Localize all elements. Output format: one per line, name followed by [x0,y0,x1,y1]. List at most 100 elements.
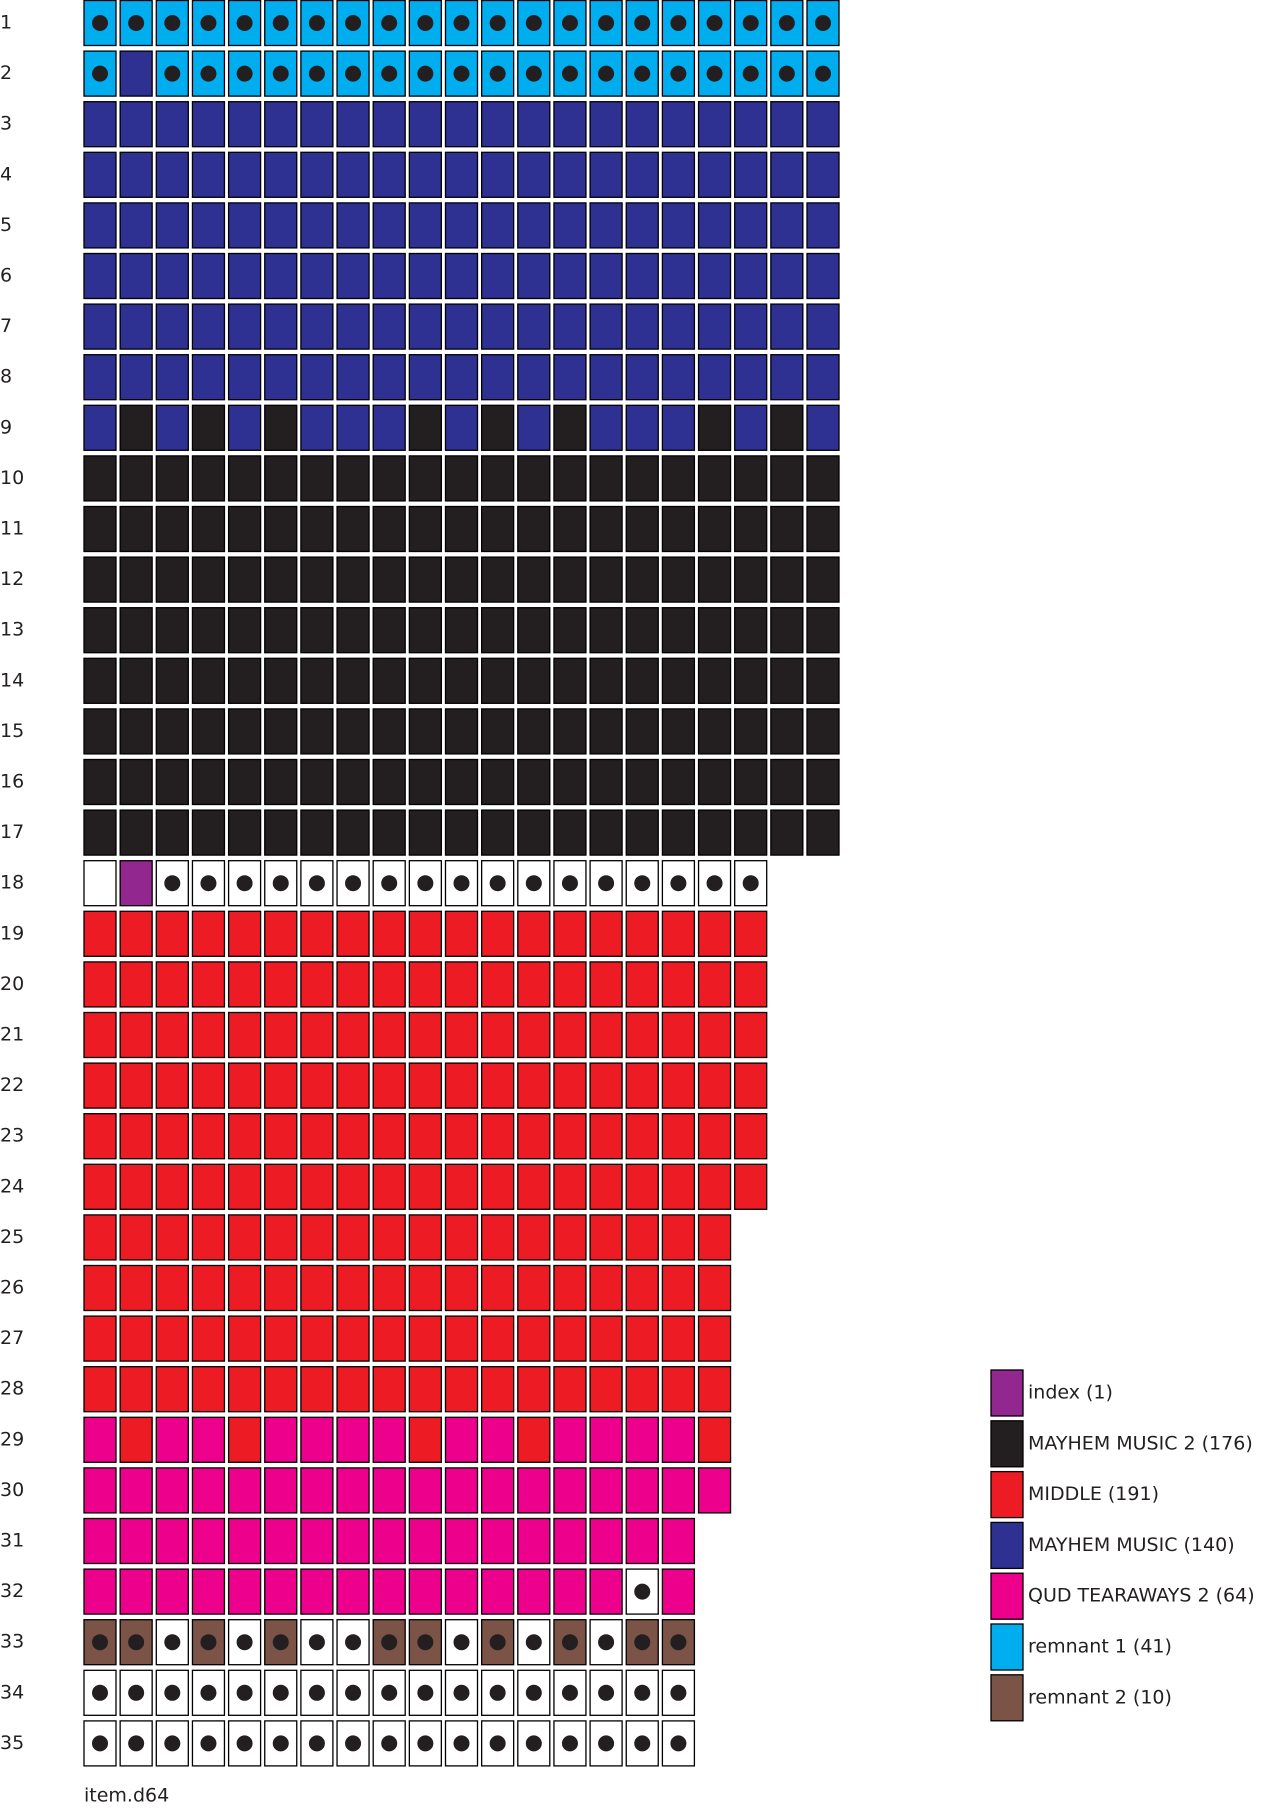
cell [336,809,370,856]
cell [83,607,117,654]
cell [517,151,551,198]
cell [155,1113,189,1160]
cell [661,657,696,704]
cell [227,202,262,249]
cell [661,1214,696,1261]
cell [734,910,768,957]
cell [372,758,406,806]
cell [83,1517,117,1565]
cell [444,101,479,148]
row-label: 3 [0,113,12,135]
dot [308,1684,325,1701]
cell [697,1163,732,1210]
cell [408,1163,443,1210]
cell [589,758,623,806]
cell [191,1568,226,1615]
cell [155,404,189,451]
cell [119,1113,153,1160]
dot [417,65,434,82]
cell [300,1214,334,1261]
cell [480,354,515,401]
cell [625,1011,659,1059]
cell [227,607,262,654]
cell [155,1062,189,1109]
cell [517,455,551,502]
dot [417,15,434,31]
cell [119,961,153,1008]
cell [661,1315,696,1362]
cell [734,151,768,198]
dot [417,1684,434,1701]
dot [92,65,108,82]
dot [417,1634,434,1651]
cell [191,961,226,1008]
cell [300,455,334,502]
cell [517,1011,551,1059]
dot [561,1634,578,1651]
cell [227,1163,262,1210]
cell [227,1214,262,1261]
cell [661,1062,696,1109]
cell [625,657,659,704]
cell [661,758,696,806]
cell [336,1113,370,1160]
cell [336,657,370,704]
cell [83,961,117,1008]
cell [264,505,298,553]
dot [128,1735,145,1752]
cell [336,455,370,502]
dot [489,875,506,892]
row-label: 15 [0,720,24,742]
cell [408,505,443,553]
cell [408,252,443,300]
cell [336,303,370,350]
row-label: 21 [0,1024,24,1046]
dot [453,1735,470,1752]
cell [191,1062,226,1109]
cell [264,961,298,1008]
cell [119,1416,153,1463]
dot [634,65,651,82]
cell [336,961,370,1008]
cell [661,809,696,856]
cell [300,758,334,806]
cell [119,1214,153,1261]
cell [191,1467,226,1514]
cell [408,1214,443,1261]
cell [625,758,659,806]
cell [408,455,443,502]
cell [553,202,587,249]
cell [155,1315,189,1362]
cell [806,50,840,97]
cell [806,809,840,856]
cell [553,910,587,957]
cell [119,455,153,502]
row-label: 22 [0,1074,24,1096]
cell [372,252,406,300]
cell [589,101,623,148]
row-label: 23 [0,1125,24,1147]
cell [553,1669,587,1716]
cell [697,303,732,350]
dot [272,875,289,892]
cell [227,151,262,198]
dot [453,875,470,892]
dot [670,875,687,892]
cell [625,708,659,755]
cell [227,1517,262,1565]
cell [372,1011,406,1059]
cell [589,354,623,401]
cell [191,758,226,806]
dot [381,1735,398,1752]
cell [264,1264,298,1312]
cell [119,354,153,401]
cell [336,505,370,553]
cell [119,1011,153,1059]
cell [661,1011,696,1059]
cell [625,303,659,350]
cell [119,910,153,957]
cell [372,404,406,451]
cell [408,1568,443,1615]
cell [480,708,515,755]
cell [300,1568,334,1615]
